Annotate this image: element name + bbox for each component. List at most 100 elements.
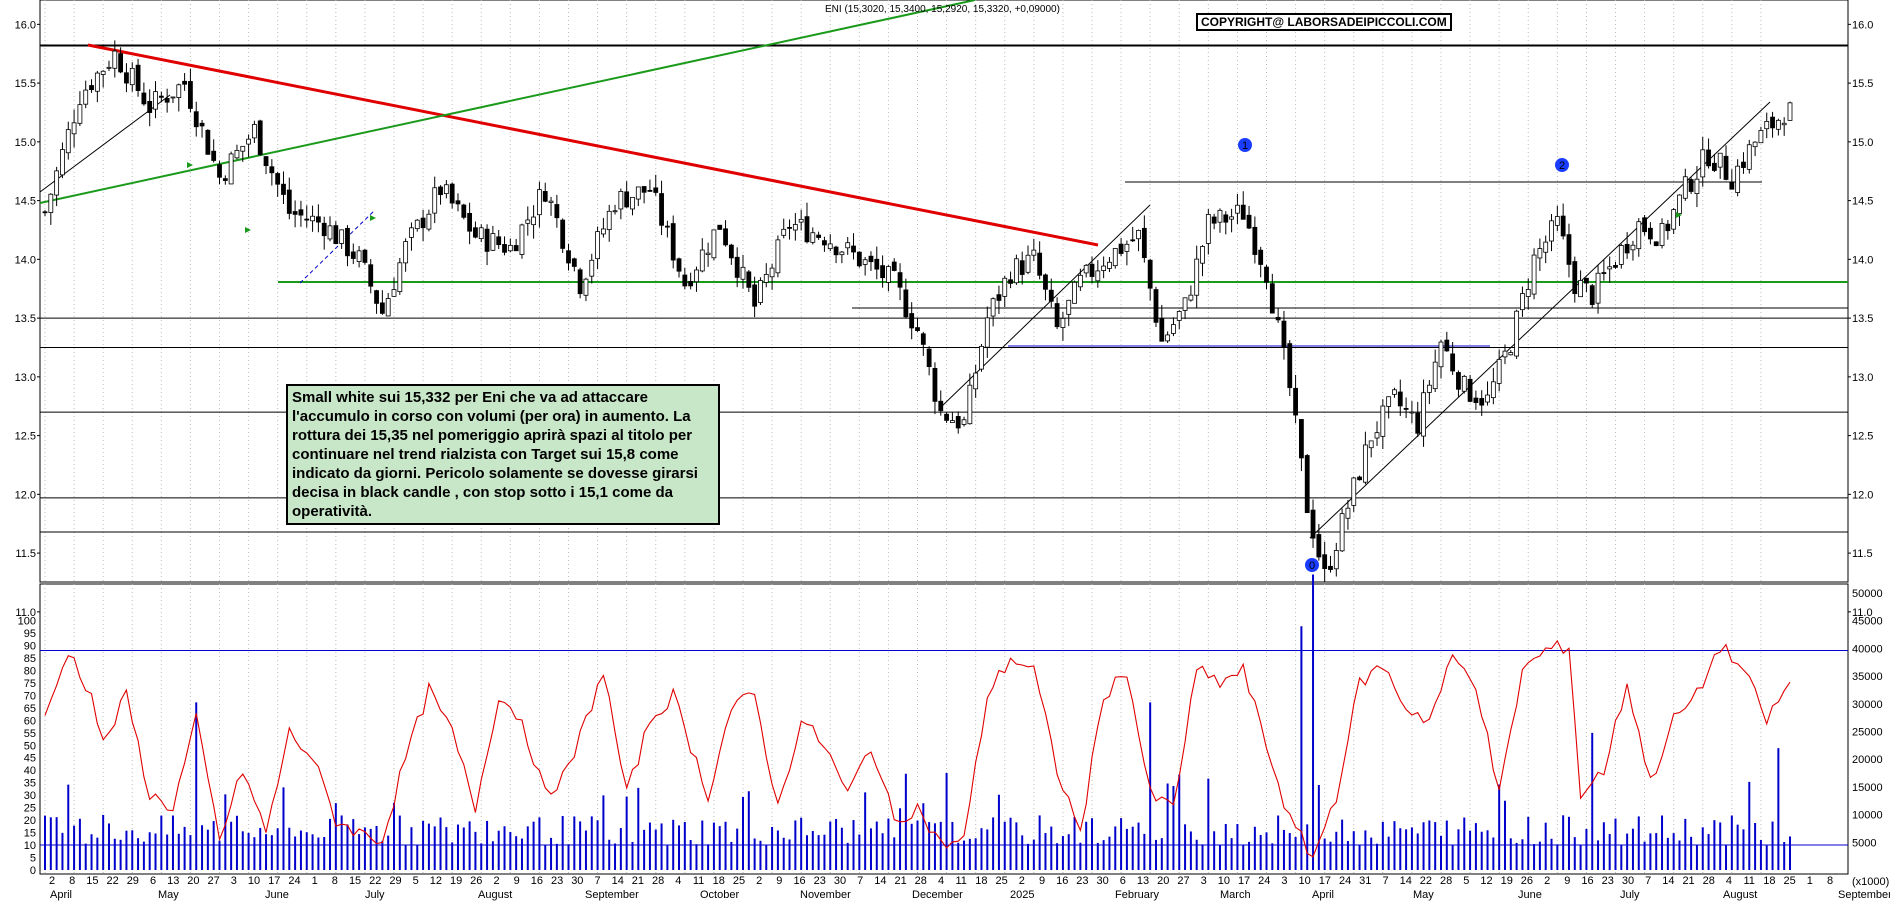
candle-body: [1775, 119, 1781, 130]
x-month-label: June: [1518, 889, 1542, 901]
candle-body: [1130, 239, 1136, 242]
rsi-tick-label: 55: [24, 728, 36, 740]
candle-body: [275, 173, 281, 185]
candle-body: [170, 96, 176, 99]
candle-body: [1107, 261, 1112, 269]
candle-body: [926, 348, 932, 368]
x-month-label: April: [50, 889, 72, 901]
x-day-label: 12: [430, 875, 442, 887]
x-day-label: 24: [288, 875, 300, 887]
wave-marker-label-0: 0: [1309, 560, 1315, 572]
candle-body: [1584, 277, 1589, 284]
rsi-tick-label: 35: [24, 778, 36, 790]
candle-body: [1002, 277, 1008, 297]
candle-body: [1112, 248, 1118, 267]
x-day-label: 28: [915, 875, 927, 887]
candle-body: [1717, 152, 1723, 168]
x-day-label: 22: [106, 875, 118, 887]
candle-body: [845, 242, 851, 249]
candle-body: [728, 244, 734, 259]
candle-body: [315, 216, 321, 223]
candle-body: [1461, 375, 1467, 392]
candle-body: [269, 166, 275, 174]
x-month-label: July: [365, 889, 385, 901]
x-month-label: June: [265, 889, 289, 901]
candle-body: [135, 64, 141, 91]
x-day-label: 17: [1319, 875, 1331, 887]
rsi-tick-label: 95: [24, 628, 36, 640]
x-day-label: 12: [1480, 875, 1492, 887]
candle-body: [199, 122, 205, 127]
x-day-label: 25: [733, 875, 745, 887]
candle-body: [519, 224, 525, 255]
volume-tick-label: 35000: [1852, 671, 1883, 683]
candle-body: [589, 259, 595, 277]
x-month-label: November: [800, 889, 851, 901]
candle-body: [507, 244, 513, 252]
candle-body: [624, 191, 630, 208]
candle-body: [1258, 249, 1264, 265]
candle-body: [1525, 289, 1531, 297]
candle-body: [438, 186, 443, 196]
x-month-label: August: [1723, 889, 1757, 901]
candle-body: [1421, 392, 1426, 437]
volume-tick-label: 50000: [1852, 588, 1883, 600]
volume-tick-label: 25000: [1852, 727, 1883, 739]
x-day-label: 19: [450, 875, 462, 887]
candlesticks: [42, 40, 1793, 583]
candle-body: [48, 193, 54, 213]
candle-body: [461, 204, 467, 218]
candle-body: [182, 80, 188, 85]
x-day-label: 2: [1544, 875, 1550, 887]
candle-body: [1537, 248, 1543, 259]
x-day-label: 17: [1238, 875, 1250, 887]
candle-body: [717, 224, 723, 230]
x-month-label: October: [700, 889, 739, 901]
candle-body: [1444, 339, 1450, 352]
candle-body: [1659, 223, 1665, 246]
x-day-label: 16: [793, 875, 805, 887]
candle-body: [542, 191, 548, 202]
rsi-tick-label: 70: [24, 690, 36, 702]
candle-body: [1223, 214, 1229, 223]
candle-body: [153, 91, 158, 110]
candle-body: [118, 53, 124, 73]
candle-body: [1089, 263, 1095, 277]
candle-body: [1397, 391, 1403, 407]
x-day-label: 5: [413, 875, 419, 887]
candle-body: [129, 67, 135, 86]
x-day-label: 8: [332, 875, 338, 887]
candle-body: [1328, 565, 1333, 570]
candle-body: [327, 225, 333, 240]
x-day-label: 4: [938, 875, 944, 887]
candle-body: [612, 210, 618, 213]
candle-body: [1671, 209, 1677, 230]
candle-body: [1549, 220, 1554, 242]
candle-body: [950, 420, 955, 423]
candle-body: [1723, 155, 1729, 180]
candle-body: [1653, 241, 1659, 247]
x-day-label: 21: [632, 875, 644, 887]
x-day-label: 13: [1137, 875, 1149, 887]
candle-body: [903, 289, 909, 318]
candle-body: [1380, 405, 1386, 437]
candle-body: [94, 72, 100, 92]
candle-body: [897, 272, 903, 288]
candle-body: [758, 280, 763, 303]
candle-body: [443, 184, 449, 195]
x-day-label: 2: [756, 875, 762, 887]
candle-body: [83, 89, 89, 105]
x-day-label: 6: [1120, 875, 1126, 887]
price-tick-label-left: 12.5: [15, 431, 36, 443]
x-day-label: 2: [493, 875, 499, 887]
candle-body: [1200, 246, 1205, 264]
candle-body: [1409, 411, 1415, 414]
candle-body: [1694, 178, 1700, 194]
candle-body: [583, 278, 589, 296]
x-day-label: 27: [1177, 875, 1189, 887]
candle-body: [1275, 316, 1281, 321]
x-day-label: 11: [955, 875, 966, 887]
wave-marker-1: [1238, 138, 1252, 152]
x-day-label: 3: [1201, 875, 1207, 887]
candle-body: [1601, 272, 1607, 274]
